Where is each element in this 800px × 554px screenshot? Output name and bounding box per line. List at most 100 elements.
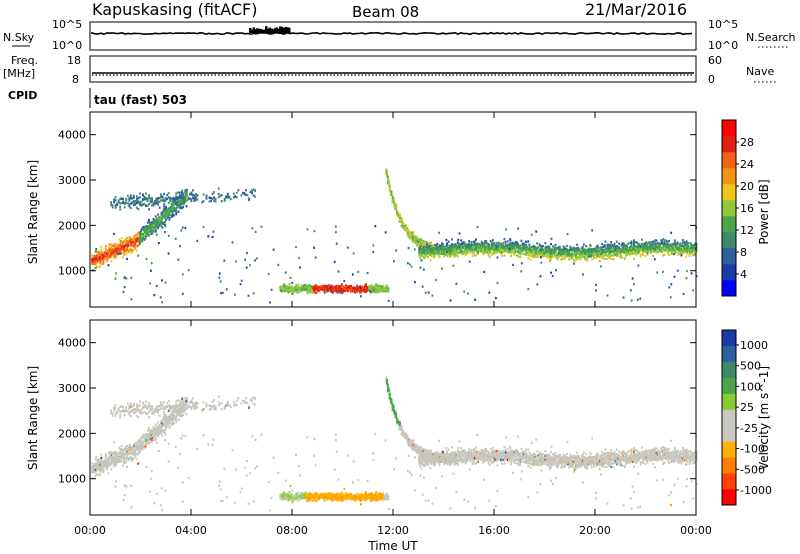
- power-cell: [525, 240, 527, 243]
- power-cell: [646, 242, 649, 245]
- power-cell: [610, 254, 613, 257]
- power-cell: [580, 247, 583, 250]
- power-cell: [187, 198, 190, 201]
- power-cell: [161, 199, 164, 202]
- power-cell: [382, 284, 385, 288]
- power-cell: [225, 195, 228, 198]
- power-cell: [122, 200, 125, 203]
- power-cell: [476, 250, 478, 253]
- power-cell: [159, 216, 162, 219]
- power-cell: [381, 286, 384, 289]
- power-cell: [143, 230, 146, 233]
- power-cell: [308, 290, 311, 293]
- power-cell: [173, 209, 175, 213]
- power-cell: [612, 254, 615, 257]
- power-cell: [623, 257, 626, 260]
- power-cell: [456, 241, 459, 244]
- power-cell: [484, 247, 486, 250]
- power-cell: [300, 284, 303, 287]
- power-cell: [376, 289, 379, 292]
- power-cell: [678, 245, 681, 248]
- power-cell: [686, 243, 689, 246]
- velocity-cell: [139, 450, 141, 453]
- power-cell: [631, 248, 634, 251]
- power-cell: [163, 202, 165, 205]
- power-cell: [289, 276, 292, 279]
- power-cell: [603, 248, 606, 251]
- power-cell: [617, 250, 619, 254]
- power-cell: [491, 245, 493, 248]
- power-cell: [463, 251, 466, 254]
- power-cell: [609, 251, 611, 255]
- power-cell: [174, 237, 177, 240]
- power-cell: [572, 249, 575, 252]
- power-cell: [486, 251, 489, 254]
- power-cell: [309, 290, 312, 293]
- power-cell: [91, 261, 94, 264]
- power-cell: [571, 256, 574, 259]
- power-cell: [570, 254, 573, 257]
- power-cell: [413, 248, 416, 251]
- power-cell: [385, 284, 388, 287]
- velocity-cell: [106, 468, 108, 471]
- power-cell: [303, 284, 306, 287]
- velocity-cell: [94, 470, 97, 474]
- power-cell: [312, 285, 315, 288]
- power-cell: [115, 253, 117, 256]
- power-cell: [592, 248, 594, 251]
- power-cell: [517, 244, 519, 247]
- power-cell: [556, 253, 559, 256]
- power-cell: [168, 214, 171, 217]
- power-cell: [164, 231, 166, 234]
- power-cell: [429, 253, 432, 256]
- power-cell: [131, 241, 133, 244]
- velocity-cell: [129, 449, 132, 453]
- power-cell: [650, 247, 652, 250]
- power-cell: [186, 190, 188, 193]
- power-cell: [562, 252, 565, 255]
- nsearch-bar: [288, 27, 291, 33]
- power-cell: [102, 257, 105, 260]
- power-cell: [313, 230, 316, 233]
- power-cell: [686, 249, 689, 252]
- power-cell: [116, 203, 119, 206]
- power-cell: [481, 243, 484, 246]
- power-cell: [98, 265, 100, 268]
- power-cell: [320, 288, 323, 291]
- power-cell: [438, 231, 440, 234]
- power-cell: [636, 252, 639, 255]
- power-cell: [673, 253, 675, 256]
- power-cell: [623, 244, 626, 247]
- power-cell: [137, 239, 140, 243]
- power-cell: [560, 252, 563, 255]
- power-cell: [298, 290, 301, 293]
- power-cell: [175, 198, 178, 201]
- velocity-cell: [93, 468, 96, 471]
- velocity-cell: [128, 443, 131, 447]
- power-cell: [246, 194, 249, 197]
- velocity-cell: [103, 461, 106, 464]
- velocity-cell: [157, 421, 159, 424]
- power-cell: [593, 247, 595, 250]
- velocity-cell: [107, 459, 109, 462]
- power-cell: [468, 244, 470, 247]
- power-cell: [498, 244, 501, 247]
- power-cell: [664, 250, 667, 253]
- power-cell: [304, 283, 307, 286]
- colorbar-tick-label: 8: [740, 246, 747, 259]
- power-cell: [126, 240, 129, 243]
- velocity-cell: [140, 444, 142, 447]
- power-cell: [129, 206, 132, 210]
- power-cell: [618, 246, 620, 249]
- power-cell: [449, 253, 451, 256]
- power-cell: [181, 207, 183, 210]
- power-cell: [192, 189, 194, 192]
- power-cell: [326, 286, 329, 289]
- power-cell: [311, 291, 314, 294]
- velocity-cell: [121, 456, 124, 459]
- power-cell: [622, 243, 625, 247]
- velocity-cell: [135, 443, 138, 446]
- power-cell: [350, 290, 352, 293]
- power-cell: [473, 249, 476, 252]
- velocity-cell: [153, 426, 156, 429]
